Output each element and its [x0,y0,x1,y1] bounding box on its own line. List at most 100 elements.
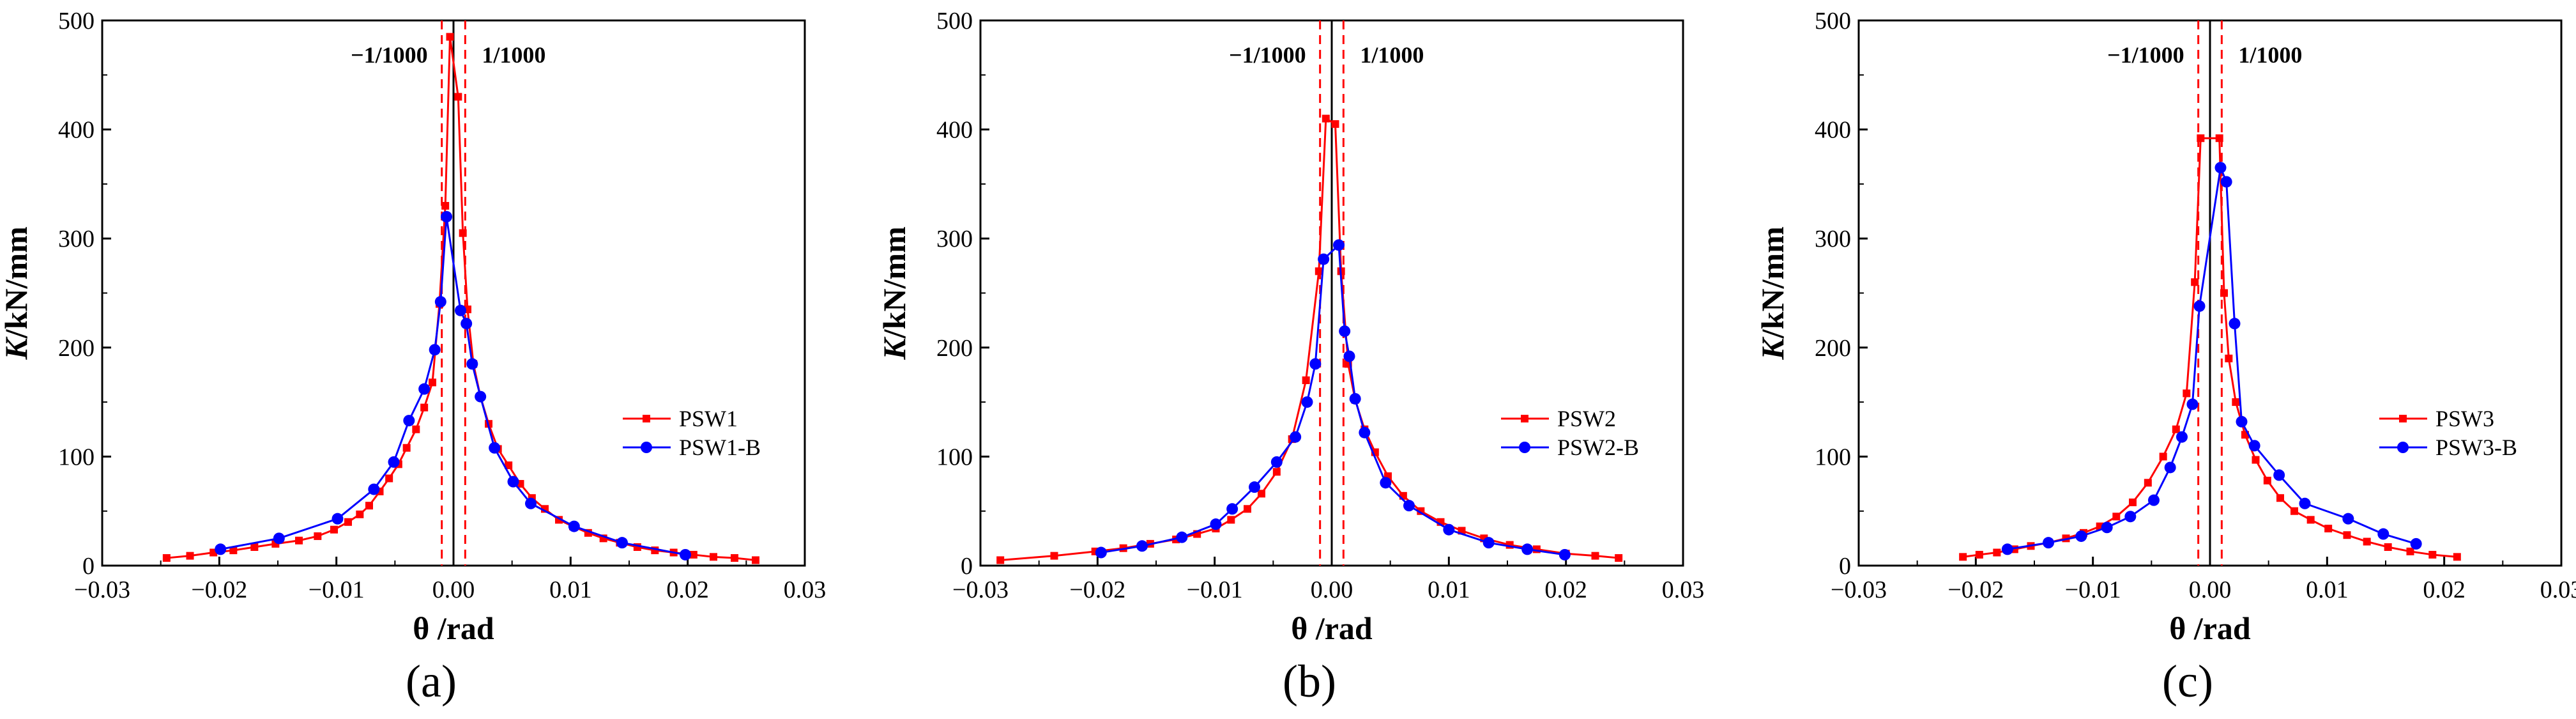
x-tick-label: −0.01 [309,576,365,603]
x-tick-label: −0.03 [1831,576,1887,603]
y-tick-label: 200 [936,335,973,362]
data-point [2290,507,2298,515]
data-point [454,93,462,101]
x-tick-label: 0.00 [1311,576,1353,603]
data-point [1482,537,1495,549]
data-point [314,532,322,540]
data-point [434,296,446,308]
legend-label: PSW1 [679,406,738,431]
data-point [505,461,513,470]
data-point [2186,398,2199,410]
data-point [1290,431,1302,443]
data-point [1210,518,1222,530]
x-tick-label: −0.02 [1947,576,2004,603]
data-point [2220,176,2232,188]
data-point [525,497,537,509]
x-tick-label: 0.01 [549,576,592,603]
y-axis-title-unit: /kN/mm [0,226,34,339]
data-point [2410,537,2422,550]
data-point [2112,513,2121,521]
panel-label: (c) [2162,656,2213,707]
data-point [1309,358,1322,370]
data-point [2172,425,2180,433]
data-point [1136,540,1148,552]
data-point [403,415,415,427]
data-point [459,229,467,237]
data-point [651,546,659,555]
data-point [1318,253,1330,265]
y-tick-label: 200 [1815,335,1851,362]
x-tick-label: 0.01 [1428,576,1470,603]
x-tick-label: 0.02 [2423,576,2465,603]
reference-line-label: −1/1000 [2107,42,2184,68]
series-line-PSW2-B [1101,243,1566,556]
data-point [710,553,717,561]
y-tick-label: 0 [82,553,95,580]
x-tick-label: −0.03 [74,576,130,603]
x-tick-label: −0.01 [1187,576,1243,603]
data-point [1050,552,1058,560]
reference-line-label: 1/1000 [1360,42,1424,68]
data-point [2306,516,2315,524]
reference-line-label: 1/1000 [482,42,545,68]
legend-label: PSW3 [2435,406,2494,431]
data-point [388,456,400,468]
x-tick-label: 0.02 [1544,576,1587,603]
data-point [2342,513,2354,525]
x-axis-title: θ /rad [2169,610,2251,646]
data-point [2101,522,2113,534]
legend-marker [643,415,650,422]
data-point [1975,550,1983,559]
legend-marker [1521,415,1528,422]
chart-panel-c: −0.03 −0.02 −0.01 0.00 0.01 0.02 0.03 0 100 200 30… [1755,8,2576,707]
data-point [1359,426,1371,438]
data-point [680,548,691,561]
data-point [1443,523,1455,536]
chart-panel-b: −0.03 −0.02 −0.01 0.00 0.01 0.02 0.03 0 100 200 30… [876,8,1704,707]
data-point [402,444,411,452]
data-point [489,442,501,454]
data-point [365,502,373,510]
y-tick-label: 300 [1815,226,1851,252]
x-tick-label: 0.00 [2189,576,2232,603]
data-point [1339,325,1351,337]
y-tick-label: 400 [936,117,973,144]
reference-line-label: −1/1000 [351,42,428,68]
data-point [1333,239,1345,251]
data-point [162,554,171,562]
x-axis-title: θ /rad [1291,610,1373,646]
data-point [2377,528,2389,540]
data-point [2263,476,2271,484]
data-point [368,483,380,495]
data-point [2191,278,2199,286]
data-point [2453,553,2461,561]
data-point [1993,548,2001,557]
data-point [1521,543,1534,555]
y-tick-label: 400 [1815,117,1851,144]
chart-panel-a: −0.03 −0.02 −0.01 0.00 0.01 0.02 0.03 0 100 200 30… [0,8,826,707]
data-point [215,543,227,555]
data-point [2406,547,2414,555]
x-axis-title: θ /rad [413,610,494,646]
data-point [1249,481,1260,493]
data-point [1615,554,1623,562]
x-tick-label: 0.00 [432,576,475,603]
data-point [229,546,238,555]
data-point [1315,267,1323,275]
data-point [2324,524,2333,532]
data-point [412,425,420,433]
data-point [1343,350,1355,362]
panel-label: (b) [1283,656,1336,707]
data-point [996,556,1005,564]
data-point [1591,552,1599,560]
x-tick-label: −0.01 [2065,576,2121,603]
legend-marker [2399,415,2407,422]
legend-label: PSW2-B [1557,435,1639,460]
legend-label: PSW1-B [679,435,761,460]
data-point [446,33,454,41]
data-point [420,403,429,412]
data-point [1095,546,1107,559]
panel-label: (a) [406,656,457,707]
x-tick-label: −0.02 [191,576,247,603]
